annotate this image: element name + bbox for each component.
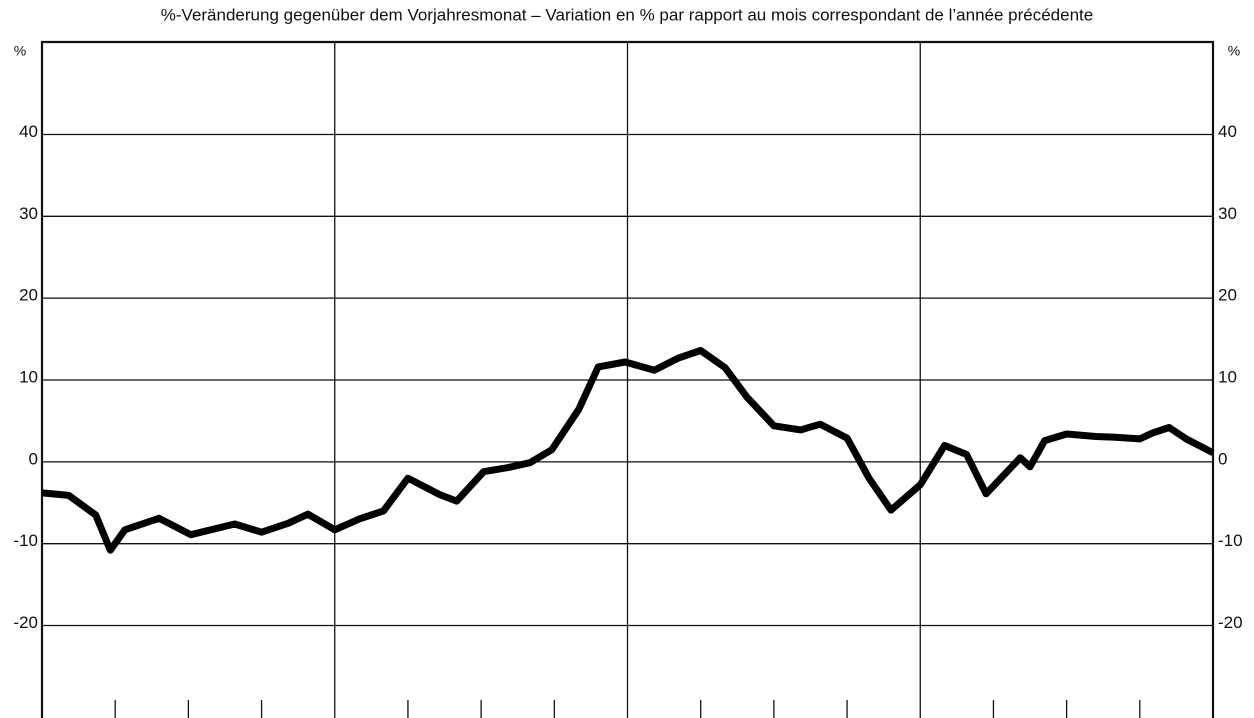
y-tick-label: 40 bbox=[19, 122, 38, 141]
chart-title: %-Veränderung gegenüber dem Vorjahresmon… bbox=[161, 5, 1093, 24]
y-tick-label-right: 30 bbox=[1218, 204, 1237, 223]
y-tick-label-right: -10 bbox=[1218, 531, 1243, 550]
y-tick-label-right: 10 bbox=[1218, 367, 1237, 386]
y-axis-label-right: % bbox=[1228, 43, 1240, 59]
y-tick-label: -20 bbox=[13, 613, 38, 632]
y-tick-label-right: 40 bbox=[1218, 122, 1237, 141]
y-tick-label: 20 bbox=[19, 286, 38, 305]
y-tick-label-right: -20 bbox=[1218, 613, 1243, 632]
data-line bbox=[41, 347, 1215, 554]
y-tick-label-right: 20 bbox=[1218, 286, 1237, 305]
y-tick-label: -10 bbox=[13, 531, 38, 550]
y-tick-label: 30 bbox=[19, 204, 38, 223]
y-tick-label-right: 0 bbox=[1218, 449, 1227, 468]
y-axis-label: % bbox=[14, 43, 26, 59]
y-tick-label: 10 bbox=[19, 367, 38, 386]
y-tick-label: 0 bbox=[29, 449, 38, 468]
plot-frame bbox=[40, 40, 1215, 718]
